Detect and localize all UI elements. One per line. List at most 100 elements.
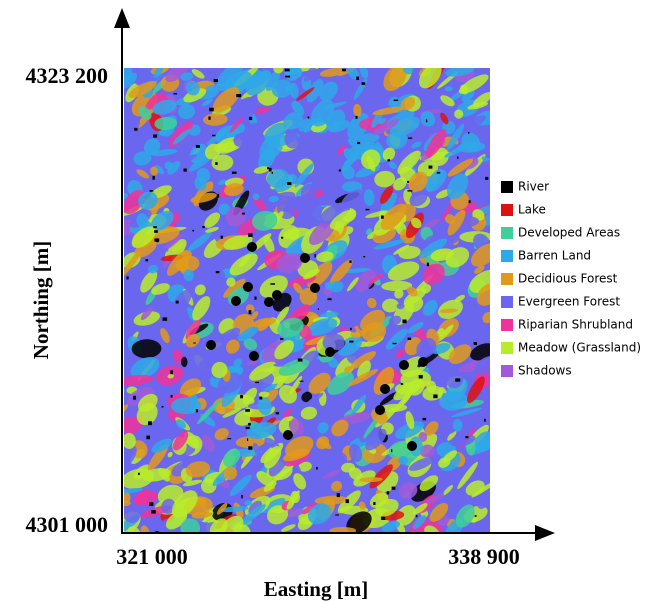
y-axis-title: Northing [m] [29, 241, 53, 359]
sample-point [399, 360, 409, 370]
land-patch [327, 371, 354, 395]
land-patch [446, 123, 465, 151]
dark-patch [393, 99, 399, 102]
land-patch [375, 498, 399, 517]
land-patch [283, 408, 292, 420]
dark-patch [407, 190, 413, 192]
land-patch [223, 448, 241, 467]
land-patch [354, 133, 380, 145]
dark-patch [336, 493, 340, 498]
dark-patch [208, 116, 211, 120]
land-patch [124, 404, 129, 413]
x-axis-title: Easting [m] [264, 577, 368, 601]
dark-patch [422, 417, 427, 421]
land-patch [372, 119, 400, 136]
land-patch [124, 488, 143, 494]
land-patch [412, 515, 427, 529]
land-patch [388, 161, 398, 169]
legend-swatch [501, 296, 513, 308]
land-patch [444, 142, 471, 158]
sample-point [325, 347, 335, 357]
land-patch [153, 426, 167, 441]
land-patch [366, 228, 373, 235]
legend-swatch [501, 273, 513, 285]
sample-point [407, 441, 417, 451]
dark-patch [152, 175, 155, 180]
dark-patch [146, 435, 150, 440]
land-patch [131, 339, 162, 359]
legend-swatch [501, 227, 513, 239]
land-patch [229, 474, 252, 497]
land-patch [380, 192, 397, 214]
land-patch [226, 339, 240, 354]
land-patch [369, 464, 393, 489]
land-patch [134, 240, 157, 258]
land-patch [319, 202, 351, 224]
dark-patch [249, 116, 253, 121]
land-patch [382, 298, 399, 313]
land-patch [316, 436, 330, 450]
land-patch [314, 451, 348, 469]
dark-patch [145, 259, 149, 262]
land-patch [211, 154, 234, 171]
land-patch [365, 429, 387, 451]
land-patch [373, 239, 405, 250]
land-patch [425, 168, 443, 191]
land-patch [124, 302, 133, 313]
dark-patch [387, 159, 391, 162]
land-patch [249, 361, 277, 381]
land-patch [124, 449, 135, 467]
land-patch [455, 504, 475, 528]
dark-patch [386, 491, 390, 495]
land-patch [439, 390, 468, 411]
dark-patch [245, 426, 250, 430]
land-patch [413, 326, 428, 342]
dark-patch [391, 486, 396, 490]
land-patch [447, 158, 474, 177]
dark-patch [193, 342, 196, 344]
land-patch [284, 131, 300, 149]
land-patch [471, 481, 490, 498]
land-patch [344, 366, 353, 373]
dark-patch [255, 381, 260, 384]
dark-patch [392, 342, 397, 345]
land-patch [283, 112, 303, 130]
dark-patch [236, 94, 242, 98]
land-patch [246, 422, 277, 440]
dark-patch [373, 502, 376, 505]
land-patch [137, 393, 158, 412]
dark-patch [473, 342, 477, 346]
dark-patch [407, 337, 412, 340]
land-patch [365, 210, 391, 218]
land-patch [214, 428, 229, 441]
land-patch [355, 269, 376, 292]
dark-patch [246, 438, 249, 442]
land-patch [268, 195, 279, 203]
dark-patch [227, 438, 232, 440]
land-patch [216, 68, 244, 87]
dark-patch [149, 502, 154, 506]
land-patch [287, 416, 294, 422]
land-patch [261, 498, 286, 513]
land-patch [395, 349, 406, 359]
land-patch [165, 511, 188, 530]
land-patch [471, 517, 478, 523]
legend-label: River [518, 180, 549, 194]
dark-patch [220, 235, 223, 239]
land-patch [467, 101, 489, 110]
land-patch [445, 247, 470, 268]
land-patch [279, 229, 300, 240]
land-patch [238, 254, 251, 268]
sample-point [300, 253, 310, 263]
dark-patch [156, 239, 159, 243]
land-patch [477, 159, 490, 184]
land-patch [381, 521, 401, 532]
sample-point [375, 405, 385, 415]
land-patch [253, 197, 267, 211]
land-patch [405, 411, 415, 430]
dark-patch [333, 349, 339, 352]
land-patch [130, 133, 142, 146]
land-patch [204, 143, 221, 160]
land-patch [329, 280, 344, 293]
land-patch [263, 235, 275, 254]
